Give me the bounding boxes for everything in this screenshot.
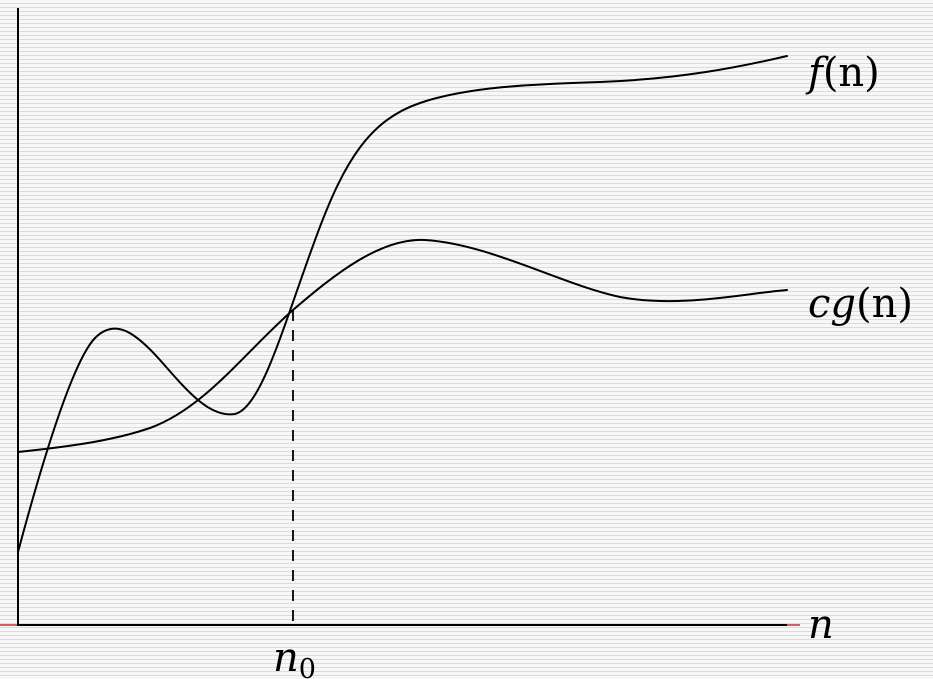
- f-curve: [17, 55, 788, 553]
- x-axis-label: n: [808, 602, 834, 648]
- cg-label: cg(n): [808, 281, 913, 327]
- f-label: f(n): [805, 50, 880, 96]
- n0-label: n0: [273, 635, 316, 679]
- cg-curve: [17, 238, 788, 453]
